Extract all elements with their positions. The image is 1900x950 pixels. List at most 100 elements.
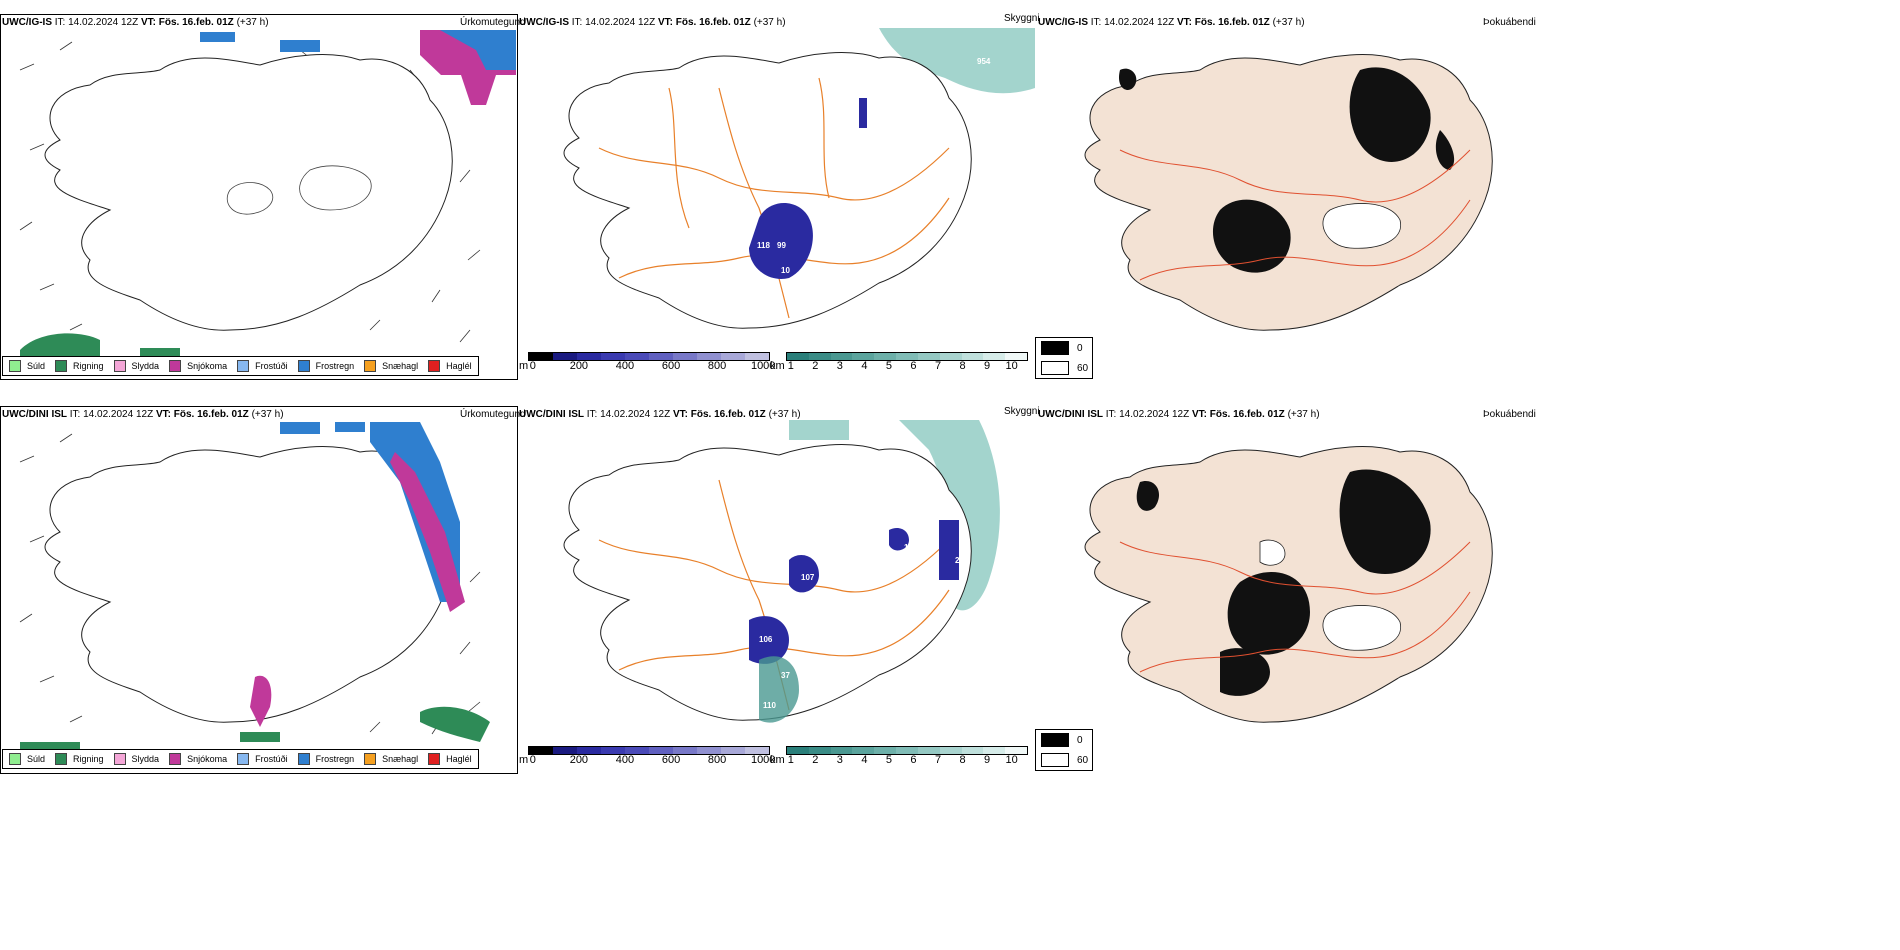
colorbar-tick-label: 600 xyxy=(661,360,681,372)
low-visibility-area-2 xyxy=(859,98,867,128)
colorbar-segment xyxy=(917,353,940,360)
lead-time: (+37 h) xyxy=(753,17,786,28)
colorbar-segment xyxy=(896,747,918,754)
precip-legend-item: Snæhagl xyxy=(364,360,418,372)
legend-label: Súld xyxy=(27,754,46,764)
legend-swatch xyxy=(9,753,21,765)
colorbar-tick-label: 4 xyxy=(861,754,868,766)
legend-label: Rigning xyxy=(73,754,104,764)
panel-label-visibility: Skyggni xyxy=(1004,406,1040,417)
colorbar-segment xyxy=(721,353,745,360)
legend-swatch xyxy=(9,360,21,372)
precip-legend-item: Rigning xyxy=(55,360,104,372)
init-time-label: IT: xyxy=(69,409,81,420)
colorbar-segment xyxy=(852,747,875,754)
colorbar-segment xyxy=(697,747,721,754)
precip-legend-item: Snjókoma xyxy=(169,360,227,372)
colorbar-km-unit: km xyxy=(770,360,785,372)
precip-legend: Súld Rigning Slydda Snjókoma Frostúði Frostre… xyxy=(2,749,479,769)
legend-label: Súld xyxy=(27,361,46,371)
precip-legend-item: Frostúði xyxy=(237,753,288,765)
fog-legend: 0 60 xyxy=(1035,729,1093,771)
precip-legend-item: Slydda xyxy=(113,753,159,765)
colorbar-tick-label: 9 xyxy=(984,360,991,372)
colorbar-segment xyxy=(673,747,697,754)
legend-swatch xyxy=(169,753,182,765)
valid-time: Fös. 16.feb. 01Z xyxy=(1194,17,1270,28)
lead-time: (+37 h) xyxy=(251,409,284,420)
colorbar-meters-ticks: 0 200 400 600 800 1000 xyxy=(528,754,776,766)
colorbar-tick-label: 10 xyxy=(1005,754,1018,766)
fog-patches xyxy=(1136,469,1431,696)
fog-index-map xyxy=(1084,54,1493,331)
precip-legend-item: Frostúði xyxy=(237,360,288,372)
legend-label: 0 xyxy=(1077,342,1083,354)
panel-title: UWC/DINI ISL IT: 14.02.2024 12Z VT: Fös.… xyxy=(2,409,284,420)
colorbar-segment xyxy=(577,747,601,754)
low-visibility-area xyxy=(749,203,813,279)
valid-time-label: VT: xyxy=(140,17,156,28)
model-name: UWC/DINI ISL xyxy=(519,409,584,420)
colorbar-tick-label: 3 xyxy=(836,754,843,766)
colorbar-segment xyxy=(625,747,649,754)
precip-type-map xyxy=(19,30,516,360)
legend-swatch xyxy=(1041,341,1069,355)
colorbar-tick-label: 9 xyxy=(984,754,991,766)
colorbar-km-ticks: 1 2 3 4 5 6 7 8 9 10 xyxy=(786,754,1026,766)
fog-legend-item: 0 xyxy=(1036,338,1092,358)
colorbar-tick-label: 1000 xyxy=(750,754,776,766)
low-visibility-area xyxy=(749,520,959,664)
colorbar-segment xyxy=(939,353,962,360)
colorbar-tick-label: 200 xyxy=(569,360,589,372)
panel-title: UWC/IG-IS IT: 14.02.2024 12Z VT: Fös. 16… xyxy=(2,17,269,28)
precip-legend-item: Haglél xyxy=(428,753,472,765)
panel-label-precip-type: Úrkomutegund xyxy=(460,409,526,420)
colorbar-segment xyxy=(874,353,897,360)
fog-legend-item: 60 xyxy=(1036,750,1092,770)
legend-swatch xyxy=(364,360,377,372)
colorbar-km-ticks: 1 2 3 4 5 6 7 8 9 10 xyxy=(786,360,1026,372)
visibility-value-label: 10 xyxy=(781,266,790,275)
colorbar-segment xyxy=(529,353,553,360)
colorbar-meters xyxy=(528,746,770,755)
legend-swatch xyxy=(1041,753,1069,767)
valid-time-label: VT: xyxy=(1176,17,1192,28)
init-time-label: IT: xyxy=(54,17,66,28)
panel-label-fog: Þokuábendi xyxy=(1483,17,1536,28)
colorbar-tick-label: 6 xyxy=(910,360,917,372)
legend-swatch xyxy=(237,360,250,372)
precip-legend-item: Frostregn xyxy=(297,753,354,765)
model-name: UWC/DINI ISL xyxy=(1038,409,1103,420)
colorbar-meters-ticks: 0 200 400 600 800 1000 xyxy=(528,360,776,372)
legend-swatch xyxy=(364,753,377,765)
colorbar-tick-label: 8 xyxy=(959,754,966,766)
visibility-value-label: 99 xyxy=(777,241,786,250)
visibility-map: 168 107 106 37 110 290 xyxy=(563,420,1000,723)
rain-area xyxy=(20,706,490,752)
fog-patches xyxy=(1118,67,1455,273)
visibility-value-label: 107 xyxy=(801,573,815,582)
panel-title: UWC/DINI ISL IT: 14.02.2024 12Z VT: Fös.… xyxy=(1038,409,1320,420)
legend-label: Frostúði xyxy=(255,754,288,764)
legend-label: Rigning xyxy=(73,361,104,371)
glacier-outline xyxy=(226,165,372,215)
colorbar-tick-label: 5 xyxy=(885,360,892,372)
legend-label: Haglél xyxy=(446,754,472,764)
legend-swatch xyxy=(113,753,126,765)
colorbar-tick-label: 6 xyxy=(910,754,917,766)
freezing-rain-area-2 xyxy=(280,422,365,434)
precip-legend-item: Haglél xyxy=(428,360,472,372)
legend-swatch xyxy=(297,753,310,765)
fog-index-map xyxy=(1084,446,1493,723)
colorbar-tick-label: 8 xyxy=(959,360,966,372)
precip-legend-item: Snjókoma xyxy=(169,753,227,765)
visibility-value-label: 37 xyxy=(781,671,790,680)
visibility-value-label: 106 xyxy=(759,635,773,644)
colorbar-segment xyxy=(917,747,940,754)
legend-swatch xyxy=(55,753,68,765)
model-name: UWC/IG-IS xyxy=(519,17,569,28)
colorbar-segment xyxy=(601,353,625,360)
colorbar-segment xyxy=(721,747,745,754)
colorbar-segment xyxy=(874,747,897,754)
legend-label: Haglél xyxy=(446,361,472,371)
